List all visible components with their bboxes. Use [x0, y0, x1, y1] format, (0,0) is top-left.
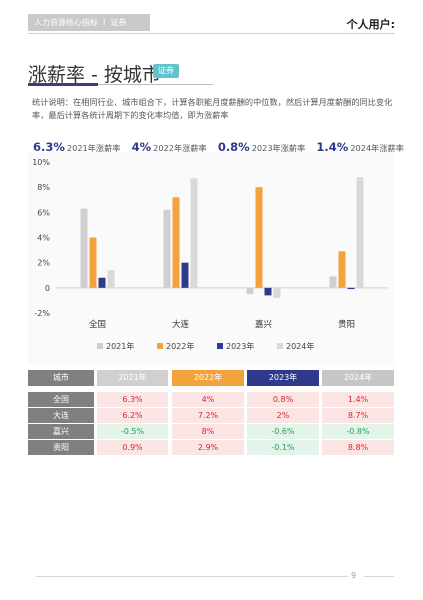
value-cell: -0.8%	[322, 424, 394, 439]
kpi-value: 1.4%	[316, 140, 349, 154]
city-cell: 贵阳	[28, 440, 94, 455]
bar	[246, 287, 254, 295]
bar	[338, 251, 346, 288]
header-separator: I	[103, 18, 106, 27]
value-cell: 1.4%	[322, 392, 394, 407]
y-tick-label: -2%	[34, 309, 50, 318]
value-cell: 4%	[172, 392, 244, 407]
legend-swatch	[97, 343, 103, 349]
value-cell: 0.9%	[97, 440, 168, 455]
y-tick-label: 2%	[37, 259, 50, 268]
x-tick-label: 大连	[172, 319, 190, 330]
table-header-cell: 2024年	[322, 370, 394, 386]
y-tick-label: 0	[45, 284, 50, 293]
table-row: 大连 6.2% 7.2% 2% 8.7%	[28, 408, 394, 423]
bar	[255, 187, 263, 288]
bar	[163, 209, 171, 288]
page-number: 9	[351, 571, 357, 580]
bar-chart: -2% 0 2% 4% 6% 8% 10% 全国 大连 嘉兴 贵阳 2021年 2022年 2023年 20…	[32, 158, 388, 351]
table-row: 嘉兴 -0.5% 8% -0.6% -0.8%	[28, 424, 394, 439]
kpi-label: 2022年涨薪率	[153, 143, 207, 153]
table-header-cell: 2022年	[172, 370, 244, 386]
header-divider	[28, 33, 395, 34]
table-row: 全国 6.3% 4% 0.8% 1.4%	[28, 392, 394, 407]
bar	[107, 270, 115, 288]
bar	[273, 287, 281, 298]
value-cell: 6.2%	[97, 408, 168, 423]
city-cell: 嘉兴	[28, 424, 94, 439]
legend-swatch	[217, 343, 223, 349]
header-tag: 证券	[110, 18, 127, 27]
legend-label: 2022年	[166, 341, 194, 351]
value-cell: 8.7%	[322, 408, 394, 423]
bar	[89, 237, 97, 288]
value-cell: 8%	[172, 424, 244, 439]
title-underline-accent	[28, 83, 98, 86]
bar	[80, 208, 88, 288]
y-tick-label: 6%	[37, 208, 50, 217]
value-cell: -0.1%	[247, 440, 319, 455]
bar	[98, 277, 106, 288]
section-header: 人力资源核心指标 I 证券	[28, 14, 150, 31]
kpi-label: 2021年涨薪率	[66, 143, 121, 153]
description: 统计说明：在相同行业、城市组合下，计算各职能月度薪酬的中位数，然后计算月度薪酬的…	[32, 97, 393, 120]
bar	[181, 262, 189, 288]
city-cell: 全国	[28, 392, 94, 407]
value-cell: 2.9%	[172, 440, 244, 455]
legend-label: 2024年	[286, 341, 314, 351]
bar	[329, 276, 337, 288]
city-cell: 大连	[28, 408, 94, 423]
table-header-cell: 城市	[28, 370, 94, 386]
kpi-summary: 6.3% 2021年涨薪率 4% 2022年涨薪率 0.8% 2023年涨薪率 1.4…	[33, 136, 410, 155]
table-row: 贵阳 0.9% 2.9% -0.1% 8.8%	[28, 440, 394, 455]
user-label: 个人用户:	[346, 18, 395, 31]
kpi-value: 6.3%	[33, 140, 65, 154]
table-header-cell: 2023年	[247, 370, 319, 386]
bar	[264, 287, 272, 296]
section-label: 人力资源核心指标	[34, 18, 98, 27]
x-tick-label: 全国	[89, 319, 106, 330]
legend-label: 2021年	[106, 341, 134, 351]
kpi-label: 2023年涨薪率	[251, 143, 306, 153]
value-cell: 0.8%	[247, 392, 319, 407]
data-table: 城市 2021年 2022年 2023年 2024年 全国 6.3% 4% 0.…	[28, 370, 394, 456]
y-tick-label: 8%	[37, 183, 50, 192]
legend-swatch	[157, 343, 163, 349]
footer-divider	[36, 576, 348, 577]
table-header-cell: 2021年	[97, 370, 168, 386]
bar	[172, 197, 180, 288]
value-cell: -0.6%	[247, 424, 319, 439]
kpi-value: 4%	[131, 140, 152, 154]
value-cell: -0.5%	[97, 424, 168, 439]
bar	[190, 178, 198, 288]
kpi-label: 2024年涨薪率	[350, 143, 404, 153]
footer-divider	[364, 576, 394, 577]
bar	[347, 287, 355, 290]
chart-area: -2% 0 2% 4% 6% 8% 10% 全国 大连 嘉兴 贵阳 2021年 2022年 2023年 20…	[28, 152, 394, 364]
x-tick-label: 贵阳	[338, 319, 355, 330]
table-header-row: 城市 2021年 2022年 2023年 2024年	[28, 370, 394, 386]
title-underline	[98, 84, 213, 85]
y-tick-label: 4%	[37, 234, 50, 243]
value-cell: 8.8%	[322, 440, 394, 455]
legend-swatch	[277, 343, 283, 349]
kpi-value: 0.8%	[217, 140, 250, 154]
value-cell: 6.3%	[97, 392, 168, 407]
x-tick-label: 嘉兴	[255, 319, 273, 330]
page-title: 涨薪率 - 按城市	[28, 64, 161, 86]
legend-label: 2023年	[226, 341, 254, 351]
y-tick-label: 10%	[32, 158, 50, 167]
title-tag: 证券	[153, 64, 179, 78]
bar	[356, 177, 364, 288]
value-cell: 7.2%	[172, 408, 244, 423]
value-cell: 2%	[247, 408, 319, 423]
